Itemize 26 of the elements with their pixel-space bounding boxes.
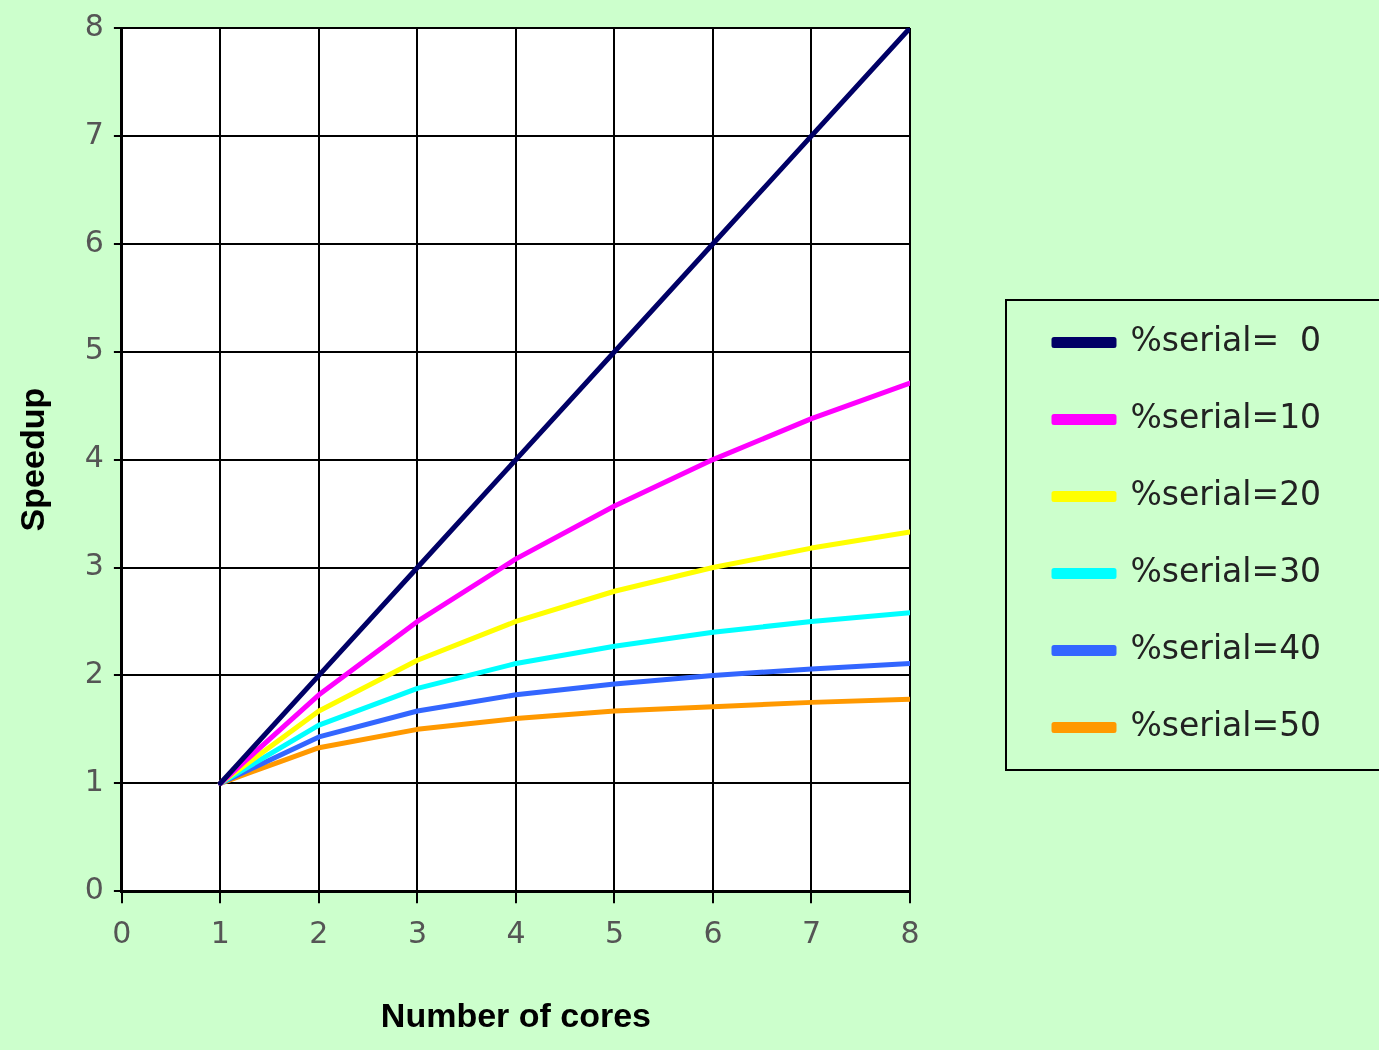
legend-label: %serial=20 bbox=[1130, 474, 1322, 514]
y-tick-label: 3 bbox=[84, 547, 104, 583]
x-tick-label: 4 bbox=[506, 915, 526, 950]
y-tick-label: 2 bbox=[84, 655, 104, 691]
legend-label: %serial=10 bbox=[1130, 397, 1322, 437]
legend-label: %serial=30 bbox=[1130, 551, 1322, 591]
y-axis-title: Speedup bbox=[12, 387, 51, 532]
legend-label: %serial=50 bbox=[1130, 705, 1322, 745]
legend-label: %serial= 0 bbox=[1130, 320, 1322, 360]
x-tick-label: 1 bbox=[210, 915, 230, 950]
x-axis-title: Number of cores bbox=[380, 995, 652, 1034]
y-tick-label: 1 bbox=[84, 763, 104, 799]
x-tick-label: 5 bbox=[604, 915, 624, 950]
y-tick-label: 8 bbox=[84, 7, 104, 43]
x-tick-label: 7 bbox=[801, 915, 822, 950]
y-tick-label: 7 bbox=[84, 115, 104, 151]
x-tick-label: 8 bbox=[900, 915, 920, 950]
x-tick-label: 6 bbox=[703, 915, 723, 950]
x-tick-label: 0 bbox=[112, 915, 132, 950]
y-tick-label: 0 bbox=[84, 871, 104, 906]
x-tick-label: 3 bbox=[407, 915, 427, 950]
y-tick-label: 4 bbox=[84, 439, 104, 475]
x-tick-label: 2 bbox=[309, 915, 329, 950]
legend-label: %serial=40 bbox=[1130, 628, 1322, 668]
y-tick-label: 6 bbox=[84, 223, 104, 259]
y-tick-label: 5 bbox=[84, 331, 104, 367]
